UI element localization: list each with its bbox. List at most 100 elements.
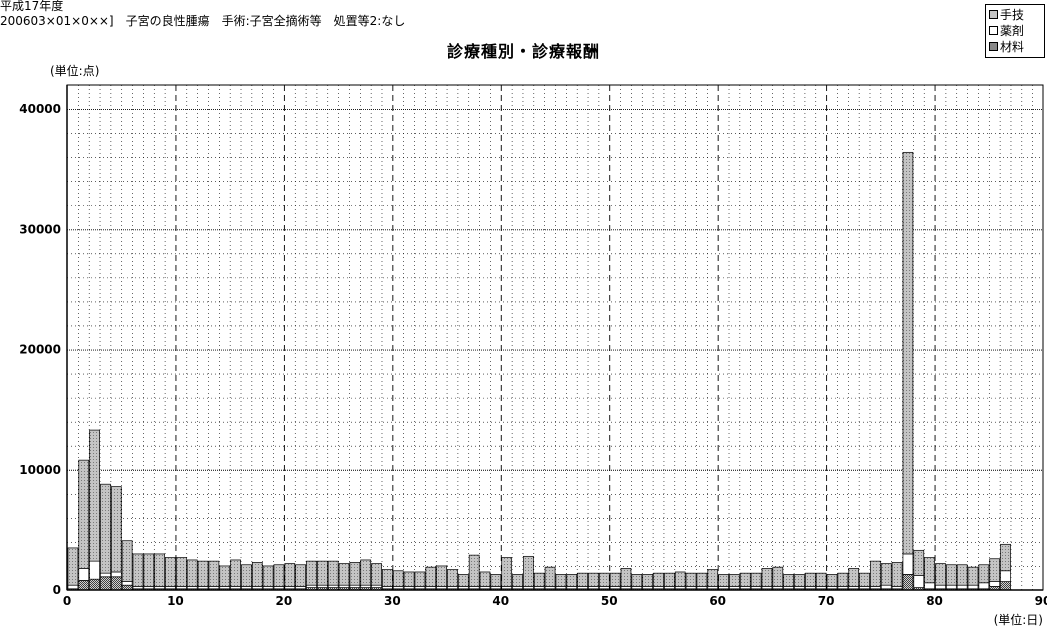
legend-swatch-zairyo: [989, 41, 998, 51]
bar-shugi: [826, 574, 838, 587]
bar-shugi: [89, 429, 100, 562]
bar-shugi: [447, 569, 458, 587]
x-axis-unit-label: (単位:日): [994, 612, 1043, 627]
legend-item-shugi: 手技: [989, 6, 1041, 22]
bar-shugi: [870, 560, 881, 587]
bar-shugi: [100, 483, 111, 574]
bar-yakuzai: [447, 586, 458, 590]
bar-shugi: [186, 559, 198, 587]
bar-shugi: [1000, 543, 1011, 572]
x-tick-label: 50: [601, 594, 618, 608]
bar-yakuzai: [978, 582, 990, 590]
bar-shugi: [739, 572, 751, 587]
bar-yakuzai: [143, 586, 155, 590]
legend-label-yakuzai: 薬剤: [1000, 23, 1025, 38]
fiscal-year-label: 平成17年度: [0, 0, 64, 13]
legend-label-zairyo: 材料: [1000, 39, 1025, 54]
bar-yakuzai: [598, 586, 610, 590]
bar-shugi: [241, 564, 252, 587]
bar-yakuzai: [870, 586, 881, 590]
bar-yakuzai: [262, 586, 274, 590]
bar-yakuzai: [154, 586, 166, 590]
bar-yakuzai: [989, 581, 1001, 587]
bar-yakuzai: [609, 586, 621, 590]
bar-yakuzai: [815, 586, 827, 590]
bar-shugi: [935, 563, 946, 586]
bar-shugi: [880, 563, 892, 586]
bar-shugi: [577, 572, 588, 587]
bar-shugi: [783, 574, 794, 587]
bar-yakuzai: [403, 586, 415, 590]
bar-shugi: [468, 554, 480, 587]
bar-shugi: [273, 564, 285, 587]
bar-yakuzai: [794, 586, 805, 590]
bar-shugi: [913, 549, 925, 576]
bar-yakuzai: [783, 586, 794, 590]
bar-shugi: [110, 486, 122, 573]
x-tick-label: 80: [926, 594, 943, 608]
bar-shugi: [251, 561, 263, 587]
bar-shugi: [750, 572, 762, 587]
bar-yakuzai: [382, 586, 393, 590]
bar-yakuzai: [859, 586, 870, 590]
y-tick-label: 40000: [19, 102, 61, 116]
y-tick-label: 0: [53, 583, 61, 597]
bar-shugi: [544, 566, 556, 587]
bar-shugi: [967, 566, 979, 586]
bar-yakuzai: [891, 586, 903, 590]
bar-shugi: [371, 563, 382, 586]
y-tick-label: 10000: [19, 463, 61, 477]
bar-shugi: [501, 557, 513, 587]
bar-yakuzai: [707, 586, 719, 590]
bar-yakuzai: [902, 553, 914, 575]
bar-yakuzai: [750, 586, 762, 590]
bar-yakuzai: [186, 586, 198, 590]
bar-shugi: [219, 565, 231, 587]
bar-shugi: [262, 565, 274, 587]
bar-yakuzai: [436, 586, 447, 590]
bar-yakuzai: [219, 586, 231, 590]
bar-yakuzai: [306, 584, 317, 588]
bar-yakuzai: [653, 586, 664, 590]
bar-yakuzai: [848, 586, 860, 590]
bar-shugi: [121, 540, 133, 582]
y-tick-label: 20000: [19, 343, 61, 357]
bar-shugi: [208, 560, 220, 587]
bar-shugi: [848, 568, 860, 587]
bar-shugi: [718, 574, 729, 587]
bar-shugi: [457, 574, 469, 587]
bar-yakuzai: [284, 586, 296, 590]
bar-shugi: [924, 557, 935, 584]
bar-shugi: [555, 574, 567, 587]
bar-shugi: [642, 574, 654, 587]
bar-shugi: [805, 572, 816, 587]
bar-yakuzai: [490, 586, 502, 590]
bar-yakuzai: [523, 586, 534, 590]
bar-yakuzai: [501, 586, 513, 590]
bar-shugi: [165, 557, 176, 587]
bar-shugi: [772, 566, 784, 587]
bar-yakuzai: [739, 586, 751, 590]
bar-shugi: [956, 564, 968, 586]
bar-shugi: [284, 563, 296, 587]
bar-yakuzai: [837, 586, 849, 590]
bar-shugi: [761, 568, 773, 587]
bar-yakuzai: [588, 586, 599, 590]
bar-yakuzai: [642, 586, 654, 590]
bar-shugi: [360, 559, 372, 586]
chart-title: 診療種別・診療報酬: [446, 42, 600, 61]
bar-shugi: [436, 565, 447, 587]
bar-shugi: [837, 572, 849, 587]
bar-yakuzai: [664, 586, 675, 590]
legend-item-yakuzai: 薬剤: [989, 22, 1041, 38]
bar-shugi: [197, 560, 209, 587]
legend-swatch-yakuzai: [989, 25, 998, 35]
bar-shugi: [349, 561, 361, 586]
bar-yakuzai: [230, 586, 241, 590]
bar-yakuzai: [772, 586, 784, 590]
bar-shugi: [609, 572, 621, 587]
bar-zairyo: [89, 578, 100, 591]
bar-yakuzai: [805, 586, 816, 590]
bar-yakuzai: [729, 586, 740, 590]
